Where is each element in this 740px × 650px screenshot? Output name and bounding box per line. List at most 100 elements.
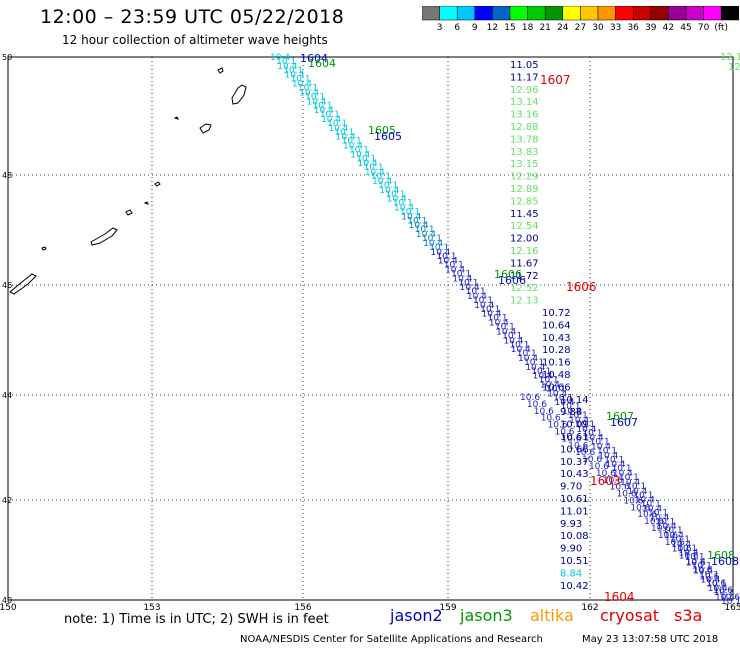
column-value: 10.09: [560, 420, 589, 431]
island-outline: [41, 246, 47, 251]
track-value: 10.1: [327, 119, 347, 129]
pass-time-jason2: 1605: [374, 130, 402, 143]
column-value: 12.13: [510, 296, 539, 307]
track-value: 10.1: [385, 190, 405, 200]
track-value: 10.4: [328, 124, 348, 134]
track-value: 10.1: [378, 181, 398, 191]
track-value: 10.1: [473, 296, 493, 306]
column-value: 11.01: [560, 506, 589, 517]
track-value: 10.4: [416, 230, 436, 240]
track-value: 10.1: [305, 92, 325, 102]
track-value: 10.6: [672, 545, 692, 555]
column-value: 12.52: [510, 283, 539, 294]
scale-label: 70: [697, 23, 710, 33]
pass-time-cryosat: 1603: [590, 474, 621, 488]
track-value: 10.1: [342, 137, 362, 147]
track-value: 10.6: [575, 448, 595, 458]
pass-time-jason2: 1608: [711, 555, 739, 568]
track-value: 10.6: [665, 538, 685, 548]
track-value: 10.6: [623, 496, 643, 506]
track-value: 10.6: [720, 593, 740, 603]
scale-label: 30: [592, 23, 604, 33]
track-value: 10.1: [699, 570, 719, 580]
track-value: 10.4: [671, 540, 691, 550]
track-value: 10.6: [589, 462, 609, 472]
track-value: 10.4: [576, 425, 596, 435]
column-value: 13.83: [510, 147, 539, 158]
column-value: 13.14: [510, 97, 539, 108]
track-value: 10.1: [429, 243, 449, 253]
track-value: 10.1: [364, 163, 384, 173]
scale-label: 18: [521, 23, 534, 33]
track-value: 10.4: [518, 354, 538, 364]
pass-time-cryosat: 1604: [604, 590, 635, 604]
track-value: 10.1: [283, 66, 303, 76]
track-value: 10.1: [597, 447, 617, 457]
track-value: 10.4: [321, 115, 341, 125]
grid-lines: [7, 56, 734, 601]
track-value: 10.1: [291, 75, 311, 85]
track-value: 10.4: [394, 203, 414, 213]
pass-time-jason2: 1606: [498, 274, 526, 287]
lat-tick-label: 40: [2, 596, 12, 605]
scale-label: 21: [539, 23, 551, 33]
scale-swatch: [456, 6, 476, 21]
track-value: 10.4: [584, 434, 604, 444]
track-value: 10.1: [706, 579, 726, 589]
track-value: 10.4: [555, 398, 575, 408]
track-value: 10.1: [356, 154, 376, 164]
column-value: 10.43: [560, 469, 589, 480]
scale-swatch: [422, 6, 440, 21]
track-value: 10.4: [591, 443, 611, 453]
scale-swatch: [580, 6, 599, 21]
island-outline: [90, 227, 118, 246]
column-value: 13.78: [510, 134, 539, 145]
scale-label: 24: [557, 23, 569, 33]
scale-swatch: [527, 6, 546, 21]
track-value: 10.4: [649, 513, 669, 523]
pass-time-jason2: 1607: [610, 416, 638, 429]
track-value: 10.1: [626, 482, 646, 492]
scale-label: 6: [454, 23, 461, 33]
island-outline: [231, 84, 247, 105]
corner-value: 12: [728, 62, 740, 73]
track-value: 10.1: [582, 429, 602, 439]
track-value: 10.1: [466, 287, 486, 297]
scale-label: 3: [436, 23, 443, 33]
column-value: 11.72: [510, 271, 539, 282]
track-value: 10.1: [276, 57, 296, 67]
lat-tick-label: 48: [2, 171, 12, 180]
track-value: 10.1: [451, 269, 471, 279]
track-value: 10.1: [590, 438, 610, 448]
color-scale-bar: [422, 6, 740, 21]
track-value: 10.4: [533, 372, 553, 382]
column-value: 12.96: [510, 85, 539, 96]
track-value: 10.4: [285, 71, 305, 81]
track-value: 10.4: [299, 88, 319, 98]
track-value: 10.1: [546, 385, 566, 395]
scale-label: (ft): [714, 23, 728, 33]
column-value: 11.17: [510, 72, 539, 83]
track-value: 10.1: [612, 464, 632, 474]
track-value: 10.1: [312, 101, 332, 111]
track-value: 10.4: [336, 133, 356, 143]
column-value: 10.51: [560, 556, 589, 567]
page-subtitle: 12 hour collection of altimeter wave hei…: [62, 33, 328, 47]
track-value: 10.4: [598, 451, 618, 461]
scale-label: 12: [486, 23, 499, 33]
column-value: 10.28: [542, 345, 571, 356]
pass-time-jason3: 1604: [308, 57, 336, 70]
track-value: 10.4: [525, 363, 545, 373]
track-value: 10.6: [554, 427, 574, 437]
column-value: 12.89: [510, 184, 539, 195]
track-value: 10.6: [713, 586, 733, 596]
track-value: 10.4: [474, 301, 494, 311]
track-value: 10.1: [371, 172, 391, 182]
track-value: 10.4: [693, 566, 713, 576]
track-value: 10.1: [320, 110, 340, 120]
scale-label: 42: [662, 23, 675, 33]
track-value: 10.4: [350, 150, 370, 160]
lat-tick-label: 46: [2, 281, 12, 290]
scale-swatch: [650, 6, 669, 21]
pass-time-jason3: 1606: [494, 268, 522, 281]
